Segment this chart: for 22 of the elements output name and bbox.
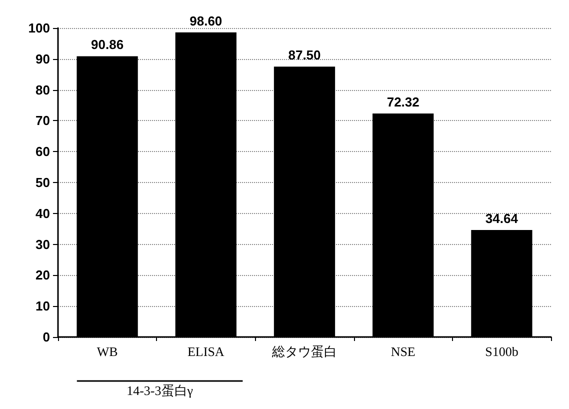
data-label: 90.86 <box>91 37 124 52</box>
y-tick-label: 0 <box>42 330 50 344</box>
y-tick-label: 90 <box>36 51 50 66</box>
data-label: 98.60 <box>190 13 222 28</box>
y-tick-label: 50 <box>36 175 50 190</box>
data-label: 87.50 <box>288 48 321 63</box>
y-tick-label: 100 <box>28 20 50 36</box>
x-tick-label: 総タウ蛋白 <box>271 344 337 359</box>
y-tick-label: 20 <box>36 268 50 283</box>
y-tick-label: 10 <box>36 298 50 314</box>
y-tick-label: 30 <box>36 236 50 252</box>
y-tick-label: 60 <box>36 144 50 160</box>
x-tick-label: NSE <box>390 344 416 359</box>
y-tick-label: 70 <box>36 113 50 128</box>
y-tick-label: 80 <box>36 82 50 98</box>
data-label: 72.32 <box>386 94 420 110</box>
y-tick-label: 40 <box>36 206 50 221</box>
data-label: 34.64 <box>485 210 519 226</box>
x-tick-label: ELISA <box>187 344 225 359</box>
x-tick-label: WB <box>96 344 118 359</box>
text: 14-3-3蛋白γ <box>126 383 194 398</box>
x-tick-label: S100b <box>485 344 518 359</box>
